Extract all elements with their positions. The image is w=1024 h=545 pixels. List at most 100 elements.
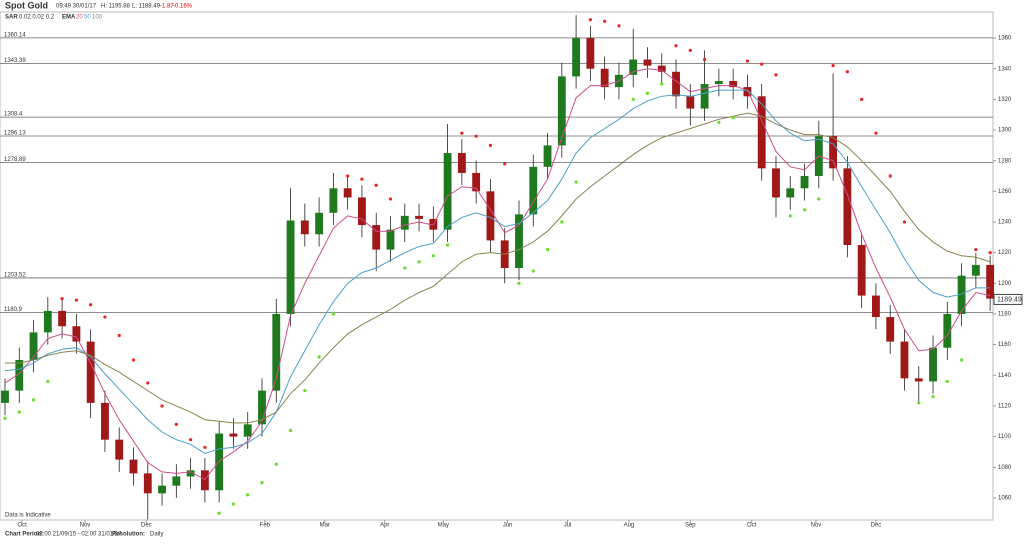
sar-label: SAR: [5, 15, 18, 21]
candle-body: [229, 433, 238, 437]
sar-dot: [831, 64, 835, 68]
candle-body: [672, 71, 680, 97]
x-tick-label: Oct: [17, 523, 27, 529]
candle-body: [400, 215, 409, 230]
resolution: Daily: [150, 532, 163, 538]
sar-dot: [845, 70, 849, 74]
ema-param: 100: [92, 15, 103, 21]
candle-body: [286, 220, 295, 314]
candle-body: [515, 214, 523, 268]
sar-dot: [945, 379, 949, 384]
candle-body: [200, 470, 209, 491]
candle-body: [586, 38, 595, 69]
sar-dot: [217, 511, 221, 515]
candle-body: [172, 476, 181, 486]
candle-body: [886, 317, 895, 342]
x-tick-label: Nov: [811, 523, 822, 529]
sar-dot: [817, 197, 821, 201]
candle-body: [86, 341, 95, 403]
sar-dot: [274, 462, 278, 466]
candle-body: [43, 310, 52, 333]
sar-dot: [517, 281, 521, 285]
x-tick-label: May: [438, 523, 449, 529]
sar-dot: [588, 18, 592, 22]
sar-dot: [560, 220, 564, 224]
title: Spot Gold: [5, 0, 48, 10]
sar-dot: [888, 174, 892, 178]
ema-param: 20: [76, 15, 83, 21]
x-tick-label: Mar: [320, 523, 330, 529]
sar-dot: [531, 269, 535, 273]
sar-dot: [545, 247, 550, 252]
candle-body: [543, 145, 552, 167]
sar-dot: [117, 333, 121, 338]
sar-dot: [674, 44, 678, 48]
candle-body: [986, 264, 995, 299]
sar-dot: [874, 131, 878, 135]
candle-body: [158, 485, 166, 494]
sar-dot: [931, 395, 935, 399]
candle-body: [343, 188, 352, 198]
y-tick-label: 1220: [998, 250, 1012, 256]
sar-params: 0.02 0.02 0.2: [19, 15, 55, 21]
sar-dot: [860, 97, 864, 101]
y-tick-label: 1240: [998, 220, 1012, 226]
last-price-box: [993, 293, 1023, 305]
sar-dot: [760, 62, 764, 66]
sar-dot: [374, 183, 378, 187]
candle-body: [315, 212, 324, 235]
candle-body: [829, 136, 838, 169]
candle-body: [415, 215, 423, 219]
candle-body: [101, 402, 109, 440]
change-pct: -0.16%: [173, 4, 193, 10]
sar-dot: [403, 266, 407, 270]
x-tick-label: Sep: [685, 523, 696, 529]
sar-dot: [731, 116, 735, 120]
level-label: 1343.39: [4, 58, 26, 64]
sar-dot: [788, 214, 792, 218]
candle-body: [857, 244, 866, 296]
candle-body: [372, 225, 381, 250]
y-tick-label: 1140: [998, 373, 1012, 379]
sar-dot: [231, 502, 236, 506]
y-tick-label: 1180: [998, 312, 1012, 318]
level-label: 1296.13: [4, 131, 26, 137]
sar-dot: [431, 254, 435, 258]
candle-body: [900, 341, 909, 379]
sar-dot: [688, 48, 692, 52]
x-tick-label: Dec: [871, 523, 882, 529]
candle-body: [1, 390, 9, 403]
candle-body: [443, 153, 452, 230]
candle-body: [686, 96, 695, 109]
sar-dot: [660, 82, 664, 86]
candle-body: [272, 313, 281, 391]
candle-body: [72, 326, 81, 342]
candle-body: [643, 59, 652, 66]
candle-body: [243, 424, 252, 437]
sar-dot: [3, 416, 7, 420]
sar-dot: [474, 134, 478, 138]
sar-dot: [488, 143, 493, 147]
candle-body: [971, 264, 980, 276]
sar-dot: [460, 131, 464, 135]
sar-dot: [717, 120, 721, 124]
level-label: 1203.52: [4, 273, 26, 279]
candle-body: [914, 378, 923, 382]
candle-body: [186, 470, 195, 477]
note: Data is Indicative: [5, 513, 51, 519]
sar-dot: [174, 422, 178, 426]
y-tick-label: 1080: [998, 465, 1012, 471]
period: 03:00 21/09/15 - 02:00 31/01/17: [36, 532, 122, 538]
sar-dot: [46, 379, 50, 384]
sar-dot: [631, 97, 635, 101]
sar-dot: [645, 91, 650, 95]
sar-dot: [802, 208, 807, 212]
y-tick-label: 1200: [998, 281, 1012, 287]
candle-body: [386, 229, 395, 250]
sar-dot: [917, 401, 921, 405]
sar-dot: [31, 398, 36, 402]
sar-dot: [346, 174, 350, 178]
sar-dot: [146, 381, 150, 385]
sar-dot: [17, 410, 21, 414]
